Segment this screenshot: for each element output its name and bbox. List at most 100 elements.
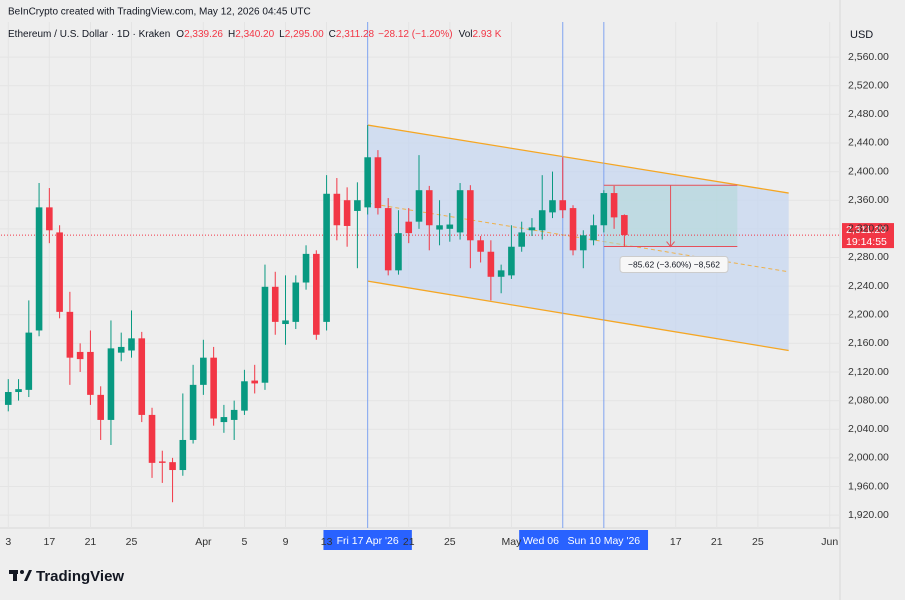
ohlc-value: 2,340.20 <box>235 29 274 40</box>
y-tick-label: 2,000.00 <box>848 452 889 464</box>
candle-body <box>189 384 197 440</box>
candle-body <box>590 225 597 241</box>
candle-body <box>210 357 217 419</box>
symbol-legend: Ethereum / U.S. Dollar · 1D · Kraken O2,3… <box>8 29 502 40</box>
candle-body <box>549 200 556 213</box>
candle-body <box>364 157 371 208</box>
candle-body <box>107 348 115 420</box>
marker-label: Fri 17 Apr '26 <box>337 535 399 547</box>
candle-body <box>467 190 474 241</box>
candle-body <box>395 233 402 271</box>
y-tick-label: 2,280.00 <box>848 251 889 263</box>
candle-body <box>579 235 587 251</box>
x-tick-label: Apr <box>195 536 212 548</box>
candle-body <box>138 338 146 415</box>
candle-body <box>148 414 156 463</box>
candle-body <box>220 417 228 423</box>
candle-body <box>497 270 505 277</box>
x-tick-label: 25 <box>444 536 456 548</box>
y-tick-label: 2,200.00 <box>848 309 889 321</box>
candle-body <box>87 351 94 395</box>
change: −28.12 (−1.20%) <box>378 29 453 40</box>
candle-body <box>4 392 12 405</box>
logo <box>9 570 32 581</box>
y-tick-label: 2,080.00 <box>848 394 889 406</box>
candle-body <box>518 232 525 247</box>
ohlc-key: C <box>329 29 336 40</box>
y-tick-label: 2,480.00 <box>848 108 889 120</box>
y-tick-label: 2,360.00 <box>848 194 889 206</box>
candle-body <box>436 225 443 230</box>
x-tick-label: 21 <box>711 536 723 548</box>
x-tick-label: 3 <box>5 536 11 548</box>
ohlc-value: 2,311.28 <box>336 29 375 40</box>
price-label-box <box>842 223 894 249</box>
countdown: 19:14:55 <box>846 236 887 248</box>
candle-body <box>425 190 433 226</box>
x-tick-label: 21 <box>85 536 97 548</box>
candle-body <box>343 200 351 226</box>
candle-body <box>179 439 187 471</box>
candle-body <box>169 462 176 471</box>
y-tick-label: 2,400.00 <box>848 165 889 177</box>
candle-body <box>35 207 43 331</box>
ohlc-key: O <box>176 29 184 40</box>
candle-body <box>282 320 289 325</box>
measure-label: −85.62 (−3.60%) −8,562 <box>628 259 720 269</box>
x-tick-label: 9 <box>283 536 289 548</box>
candle-body <box>251 380 259 384</box>
candle-body <box>313 253 320 335</box>
y-tick-label: 2,120.00 <box>848 366 889 378</box>
marker-label: Wed 06 <box>523 535 559 547</box>
x-tick-label: May <box>501 536 522 548</box>
brand: TradingView <box>36 568 124 585</box>
measure-label-box <box>619 256 729 274</box>
x-tick-label: 21 <box>403 536 415 548</box>
x-tick-label: Jun <box>821 536 838 548</box>
y-tick-label: 2,320.00 <box>848 223 889 235</box>
y-tick-label: 2,160.00 <box>848 337 889 349</box>
y-tick-label: 1,960.00 <box>848 480 889 492</box>
candle-body <box>97 394 104 420</box>
candle-body <box>56 232 63 312</box>
channel-line <box>367 280 789 352</box>
candle-body <box>117 346 125 353</box>
x-tick-label: 13 <box>321 536 333 548</box>
candle-body <box>374 157 382 209</box>
volume-key: Vol <box>459 29 473 40</box>
x-tick-label: 25 <box>126 536 138 548</box>
candle-body <box>508 246 515 276</box>
candle-body <box>477 240 484 252</box>
candle-body <box>354 200 361 211</box>
currency: USD <box>850 29 873 41</box>
candle-body <box>158 461 166 463</box>
candle-body <box>302 253 310 283</box>
candle-body <box>446 224 454 229</box>
channel-midline <box>367 202 789 273</box>
candle-body <box>76 351 84 360</box>
ohlc-value: 2,339.26 <box>184 29 223 40</box>
ohlc-key: L <box>279 29 285 40</box>
y-tick-label: 2,560.00 <box>848 51 889 63</box>
x-tick-label: 25 <box>752 536 764 548</box>
x-tick-label: 17 <box>43 536 55 548</box>
candle-body <box>292 282 300 322</box>
marker-label-box <box>519 530 563 550</box>
candle-body <box>241 381 248 411</box>
candle-body <box>487 251 495 277</box>
candle-body <box>405 221 413 234</box>
candle-body <box>25 332 33 390</box>
candle-body <box>230 409 238 420</box>
measure-arrowhead <box>666 241 675 248</box>
credit: BeInCrypto created with TradingView.com,… <box>8 7 311 18</box>
candle-body <box>384 208 392 271</box>
y-tick-label: 1,920.00 <box>848 509 889 521</box>
candle-body <box>66 311 74 358</box>
candle-body <box>610 193 618 218</box>
y-tick-label: 2,040.00 <box>848 423 889 435</box>
y-tick-label: 2,240.00 <box>848 280 889 292</box>
ohlc-key: H <box>228 29 235 40</box>
marker-label-box <box>323 530 412 550</box>
candle-body <box>200 357 207 385</box>
